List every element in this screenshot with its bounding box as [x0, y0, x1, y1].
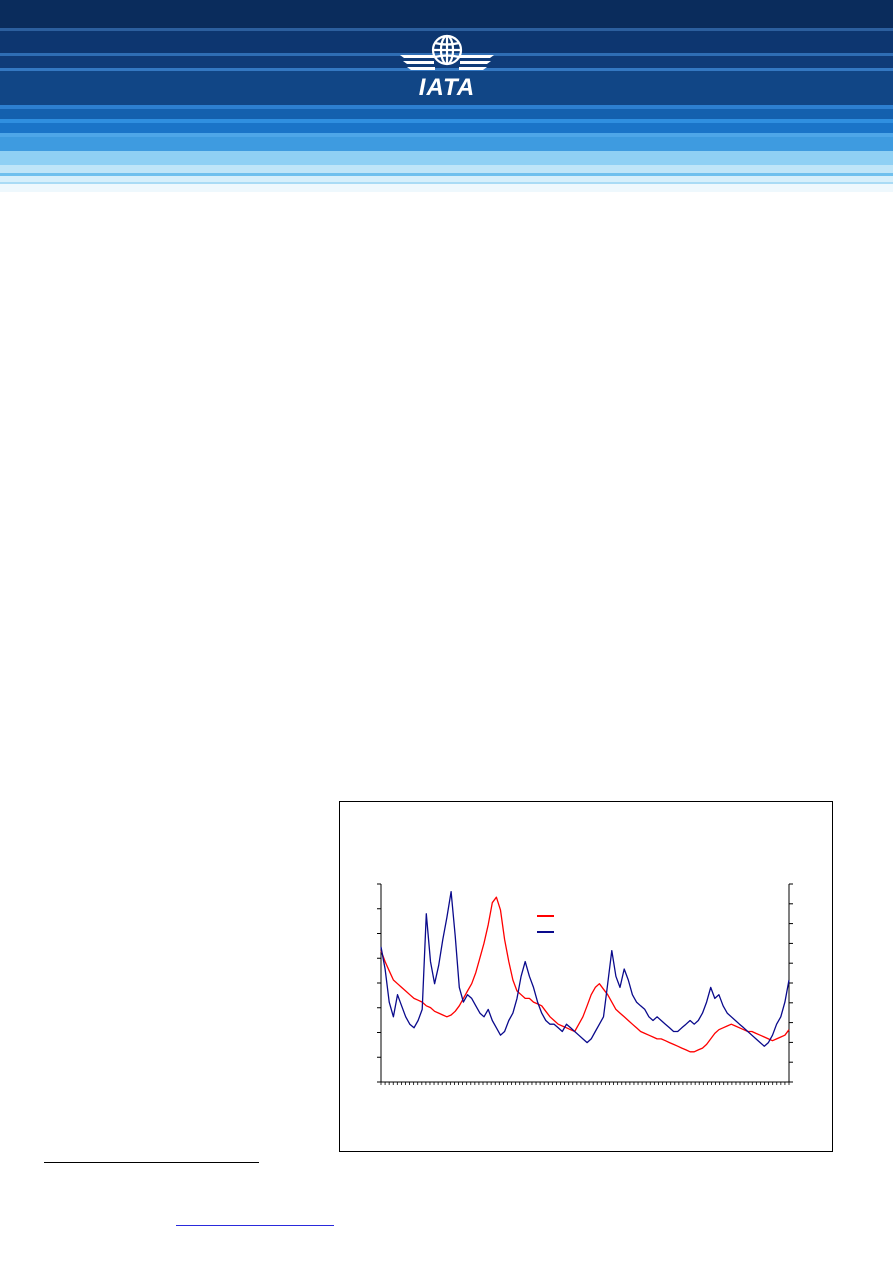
- header-band-stripe: [0, 133, 893, 137]
- chart-panel: [339, 801, 833, 1152]
- header-band-light: [0, 137, 893, 151]
- header-band-pale: [0, 165, 893, 173]
- page-header-banner: IATA: [0, 0, 893, 192]
- header-band-stripe: [0, 105, 893, 109]
- header-band-stripe: [0, 68, 893, 71]
- series-line-1: [380, 896, 790, 1053]
- hyperlink-underline[interactable]: [176, 1225, 334, 1226]
- header-band-dark: [0, 0, 893, 28]
- globe-wings-icon: [400, 34, 494, 70]
- header-band-pale: [0, 184, 893, 192]
- iata-logo: IATA: [398, 33, 496, 101]
- header-band-pale: [0, 176, 893, 182]
- header-band-light: [0, 151, 893, 165]
- header-band-pale: [0, 173, 893, 176]
- header-band-pale: [0, 182, 893, 184]
- header-band-mid: [0, 71, 893, 105]
- line-chart: [377, 883, 793, 1085]
- header-band-stripe: [0, 119, 893, 123]
- series-line-2: [380, 891, 790, 1047]
- footnote-separator: [44, 1162, 259, 1163]
- header-band-mid: [0, 109, 893, 119]
- logo-wordmark: IATA: [418, 74, 476, 101]
- header-band-mid: [0, 123, 893, 133]
- header-band-stripe: [0, 28, 893, 31]
